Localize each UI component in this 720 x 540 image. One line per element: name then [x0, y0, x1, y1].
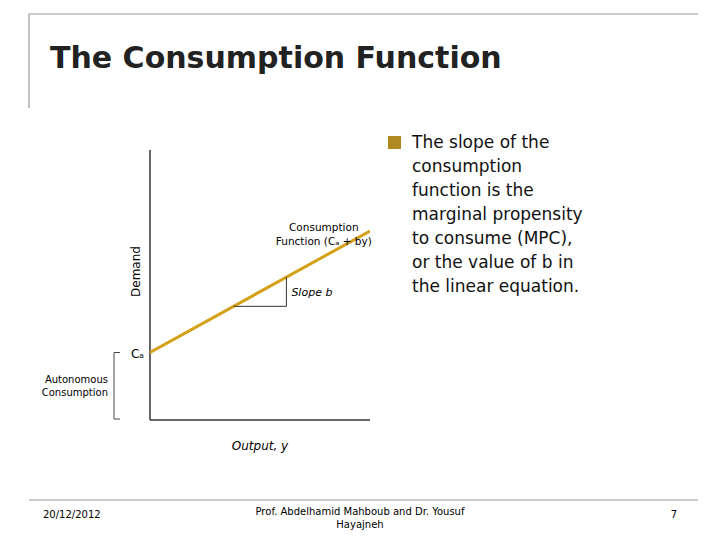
y-axis: [149, 150, 151, 420]
slope-triangle: [234, 277, 287, 306]
bullet-text: The slope of theconsumptionfunction is t…: [411, 132, 583, 296]
page-number: 7: [671, 509, 677, 520]
title: The Consumption Function: [50, 40, 502, 75]
border-left: [28, 14, 29, 108]
x-axis-label: Output, y: [232, 439, 289, 453]
x-axis: [150, 419, 370, 421]
intercept-label: Cₐ: [131, 347, 144, 361]
border-top: [29, 13, 698, 14]
slope-label: Slope b: [291, 286, 332, 299]
consumption-line: [150, 231, 370, 353]
bullet: [388, 136, 401, 149]
autonomous-label: AutonomousConsumption: [42, 374, 108, 398]
function-label: Function (Cₐ + by): [276, 235, 372, 247]
function-label: Consumption: [289, 221, 359, 233]
plot-area: [150, 231, 370, 353]
footer-text: Prof. Abdelhamid Mahboub and Dr. YousufH…: [256, 506, 465, 530]
border-bottom: [29, 499, 698, 500]
y-axis-label: Demand: [129, 246, 143, 297]
slide: The Consumption Function Slope b Consumpti…: [0, 0, 720, 540]
footer-date: 20/12/2012: [43, 509, 101, 520]
autonomous-bracket: [114, 353, 120, 420]
